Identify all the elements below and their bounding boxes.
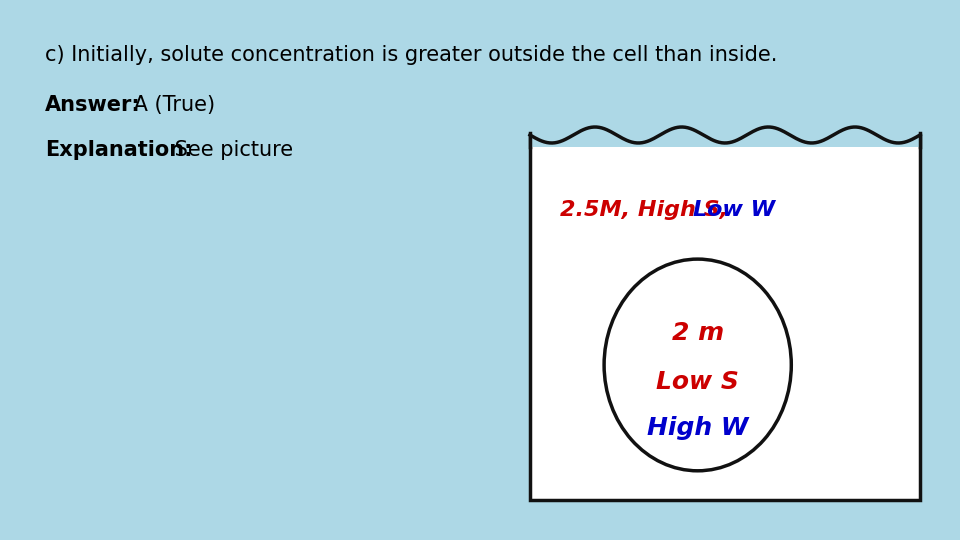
Text: 2 m: 2 m bbox=[672, 321, 724, 345]
FancyBboxPatch shape bbox=[530, 135, 920, 500]
Text: See picture: See picture bbox=[168, 140, 293, 160]
Text: Low W: Low W bbox=[693, 200, 775, 220]
Text: Explanation:: Explanation: bbox=[45, 140, 193, 160]
Text: Low S: Low S bbox=[657, 370, 739, 394]
Text: A (True): A (True) bbox=[127, 95, 215, 115]
Text: 2.5M, High S,: 2.5M, High S, bbox=[560, 200, 736, 220]
Text: Answer:: Answer: bbox=[45, 95, 141, 115]
Ellipse shape bbox=[604, 259, 791, 471]
Text: c) Initially, solute concentration is greater outside the cell than inside.: c) Initially, solute concentration is gr… bbox=[45, 45, 778, 65]
Text: High W: High W bbox=[647, 416, 749, 441]
Polygon shape bbox=[530, 133, 920, 147]
